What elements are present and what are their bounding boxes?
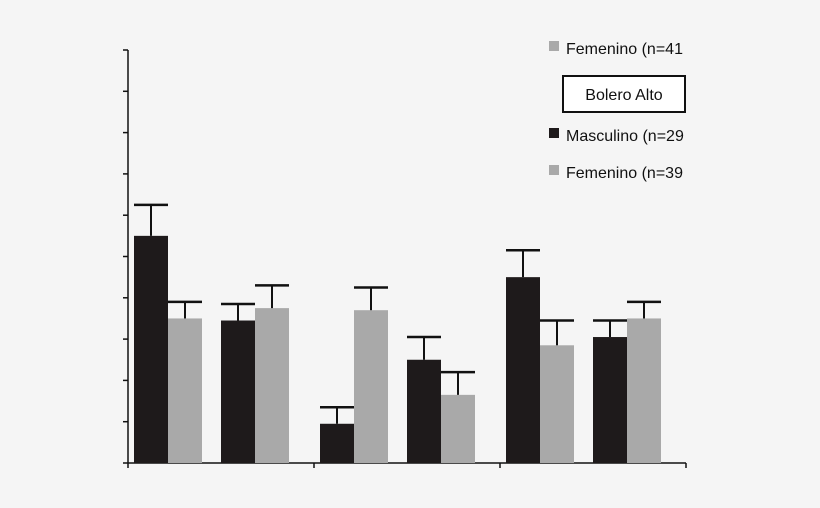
bar-femenino — [540, 345, 574, 463]
chart-error-bars — [134, 203, 661, 424]
bar-femenino — [168, 318, 202, 463]
bar-femenino — [354, 310, 388, 463]
legend-section-title: Bolero Alto — [585, 87, 662, 104]
legend-label-femenino: Femenino (n=39 — [566, 165, 683, 182]
bar-masculino — [320, 423, 354, 463]
legend-label-masculino: Masculino (n=29 — [566, 128, 684, 145]
legend-swatch-femenino — [549, 165, 559, 175]
bar-femenino — [255, 308, 289, 463]
legend-section-box — [562, 75, 686, 113]
bar-masculino — [134, 235, 168, 463]
chart-legend: Femenino (n=41 Bolero Alto Masculino (n=… — [549, 41, 686, 182]
bar-masculino — [593, 337, 627, 463]
legend-swatch-masculino — [549, 128, 559, 138]
legend-label-femenino-top: Femenino (n=41 — [566, 41, 683, 58]
bar-masculino — [221, 320, 255, 463]
bar-femenino — [441, 394, 475, 463]
bar-masculino — [506, 277, 540, 463]
bar-masculino — [407, 359, 441, 463]
legend-swatch-femenino-top — [549, 41, 559, 51]
chart-bars — [134, 235, 661, 463]
bar-femenino — [627, 318, 661, 463]
